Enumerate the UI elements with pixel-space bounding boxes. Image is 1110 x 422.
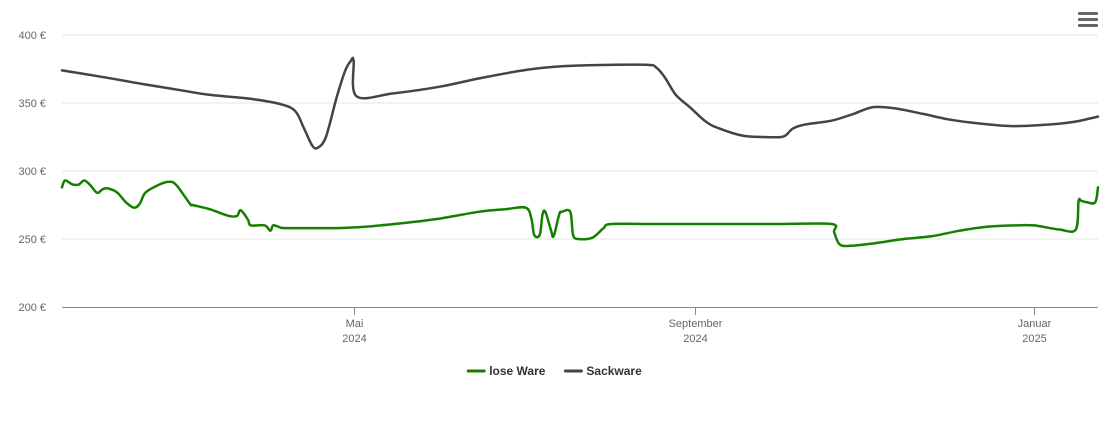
y-tick-label: 400 € <box>18 30 46 42</box>
y-axis: 200 € 250 € 300 € 350 € 400 € <box>18 30 46 314</box>
y-tick-label: 250 € <box>18 234 46 246</box>
y-tick-label: 300 € <box>18 166 46 178</box>
x-axis: Mai 2024 September 2024 Januar 2025 <box>62 307 1098 345</box>
series-lines <box>60 56 1100 248</box>
y-tick-label: 200 € <box>18 302 46 314</box>
legend-label: lose Ware <box>489 364 546 378</box>
menu-bar <box>1078 24 1098 27</box>
legend-label: Sackware <box>586 364 642 378</box>
menu-bar <box>1078 18 1098 21</box>
y-tick-label: 350 € <box>18 98 46 110</box>
legend-item[interactable]: lose Ware <box>466 364 546 378</box>
hamburger-menu-icon[interactable] <box>1078 12 1098 30</box>
series-line-lose-ware <box>60 179 1100 248</box>
legend[interactable]: lose Ware Sackware <box>466 364 642 378</box>
menu-bar <box>1078 12 1098 15</box>
x-tick-label-year: 2025 <box>1022 333 1046 345</box>
x-tick-label-month: September <box>669 318 723 330</box>
legend-item[interactable]: Sackware <box>563 364 642 378</box>
x-tick-label-month: Januar <box>1018 318 1052 330</box>
x-tick-label-year: 2024 <box>342 333 366 345</box>
x-tick-label-month: Mai <box>346 318 364 330</box>
x-tick-label-year: 2024 <box>683 333 707 345</box>
series-line-sackware <box>60 56 1100 150</box>
